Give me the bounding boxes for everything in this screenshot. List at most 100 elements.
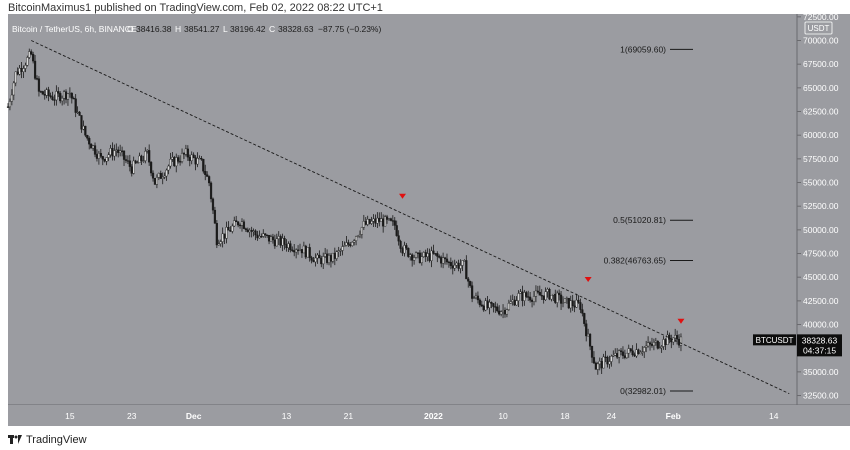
candle-body — [538, 291, 541, 296]
candle-body — [320, 257, 323, 265]
candle-body — [53, 99, 56, 101]
candle-body — [6, 106, 10, 108]
price-tick-label: 50000.00 — [803, 225, 839, 235]
candle-body — [403, 245, 406, 254]
time-axis-background — [8, 405, 850, 426]
price-tag-value: 38328.63 — [802, 335, 838, 345]
candle-body — [445, 258, 449, 263]
down-arrow-marker — [677, 318, 685, 324]
candle-body — [343, 245, 346, 247]
candle-body — [484, 300, 487, 311]
candle-body — [188, 156, 191, 161]
candle-body — [608, 361, 611, 365]
candle-body — [192, 154, 195, 158]
candle-body — [532, 296, 536, 302]
price-tick-label: 57500.00 — [803, 154, 839, 164]
candle-body — [420, 256, 423, 264]
candle-body — [583, 313, 586, 324]
candle-body — [312, 260, 315, 263]
time-tick-label: 14 — [769, 411, 779, 421]
candle-body — [202, 158, 205, 172]
candle-body — [252, 230, 255, 232]
candle-body — [378, 217, 381, 222]
candle-body — [619, 350, 623, 352]
candle-body — [364, 221, 367, 225]
candle-body — [662, 339, 665, 347]
candle-body — [374, 218, 377, 224]
price-tick-label: 55000.00 — [803, 178, 839, 188]
candle-body — [529, 296, 532, 301]
candle-body — [353, 240, 356, 243]
candle-body — [370, 220, 373, 224]
candle-body — [190, 154, 193, 161]
candle-body — [395, 225, 398, 236]
candle-body — [610, 355, 613, 362]
candle-body — [289, 243, 292, 251]
candle-body — [461, 260, 464, 266]
price-tick-label: 35000.00 — [803, 367, 839, 377]
candle-body — [534, 290, 538, 297]
candle-body — [391, 220, 394, 222]
candle-body — [354, 236, 358, 241]
candle-body — [64, 91, 68, 100]
candle-body — [298, 249, 302, 251]
down-arrow-marker — [399, 193, 406, 199]
candle-body — [612, 355, 615, 357]
candle-body — [643, 347, 646, 352]
candle-body — [182, 152, 186, 155]
candle-body — [641, 351, 644, 353]
time-axis: 15 23 Dec 13 21 2022 10 18 24 Feb 14 — [65, 411, 779, 421]
candle-body — [165, 169, 168, 177]
candle-body — [113, 150, 116, 157]
candle-body — [385, 216, 389, 220]
candle-body — [476, 295, 480, 301]
candle-body — [383, 216, 387, 227]
candle-body — [672, 337, 675, 343]
ohlc-high-value: 38541.27 — [184, 24, 220, 34]
candle-body — [668, 334, 671, 340]
candle-body — [119, 150, 122, 153]
candle-body — [335, 251, 338, 259]
candle-body — [434, 253, 437, 255]
candle-body — [318, 254, 321, 259]
candle-body — [302, 245, 305, 254]
ohlc-low-value: 38196.42 — [230, 24, 266, 34]
candle-body — [49, 95, 52, 97]
candle-body — [117, 149, 120, 153]
candle-body — [457, 262, 460, 269]
candle-body — [16, 71, 19, 75]
candle-body — [627, 348, 630, 354]
candle-body — [175, 157, 178, 167]
candle-body — [167, 165, 170, 171]
candle-body — [443, 257, 447, 260]
candle-body — [604, 356, 607, 358]
currency-badge: USDT — [804, 21, 833, 35]
candle-body — [561, 302, 565, 304]
candle-body — [347, 242, 350, 245]
candle-body — [260, 236, 263, 238]
candle-body — [142, 160, 145, 162]
price-tick-label: 45000.00 — [803, 272, 839, 282]
candle-body — [451, 265, 454, 269]
candle-body — [47, 89, 50, 96]
candle-body — [521, 291, 524, 301]
price-tick-label: 60000.00 — [803, 130, 839, 140]
candle-body — [163, 175, 166, 178]
candle-body — [606, 356, 609, 365]
candle-body — [349, 244, 352, 246]
candle-body — [337, 250, 340, 252]
candle-body — [372, 218, 375, 222]
candle-body — [211, 198, 215, 211]
candle-body — [351, 242, 354, 246]
candle-body — [128, 160, 131, 167]
candle-body — [500, 311, 503, 315]
candle-body — [577, 299, 580, 303]
candle-body — [368, 219, 371, 224]
candle-body — [78, 111, 81, 116]
candle-body — [82, 125, 85, 130]
candle-body — [585, 323, 588, 337]
candle-body — [150, 161, 153, 174]
candle-body — [587, 333, 590, 337]
candle-body — [266, 234, 269, 236]
candle-body — [339, 250, 342, 252]
